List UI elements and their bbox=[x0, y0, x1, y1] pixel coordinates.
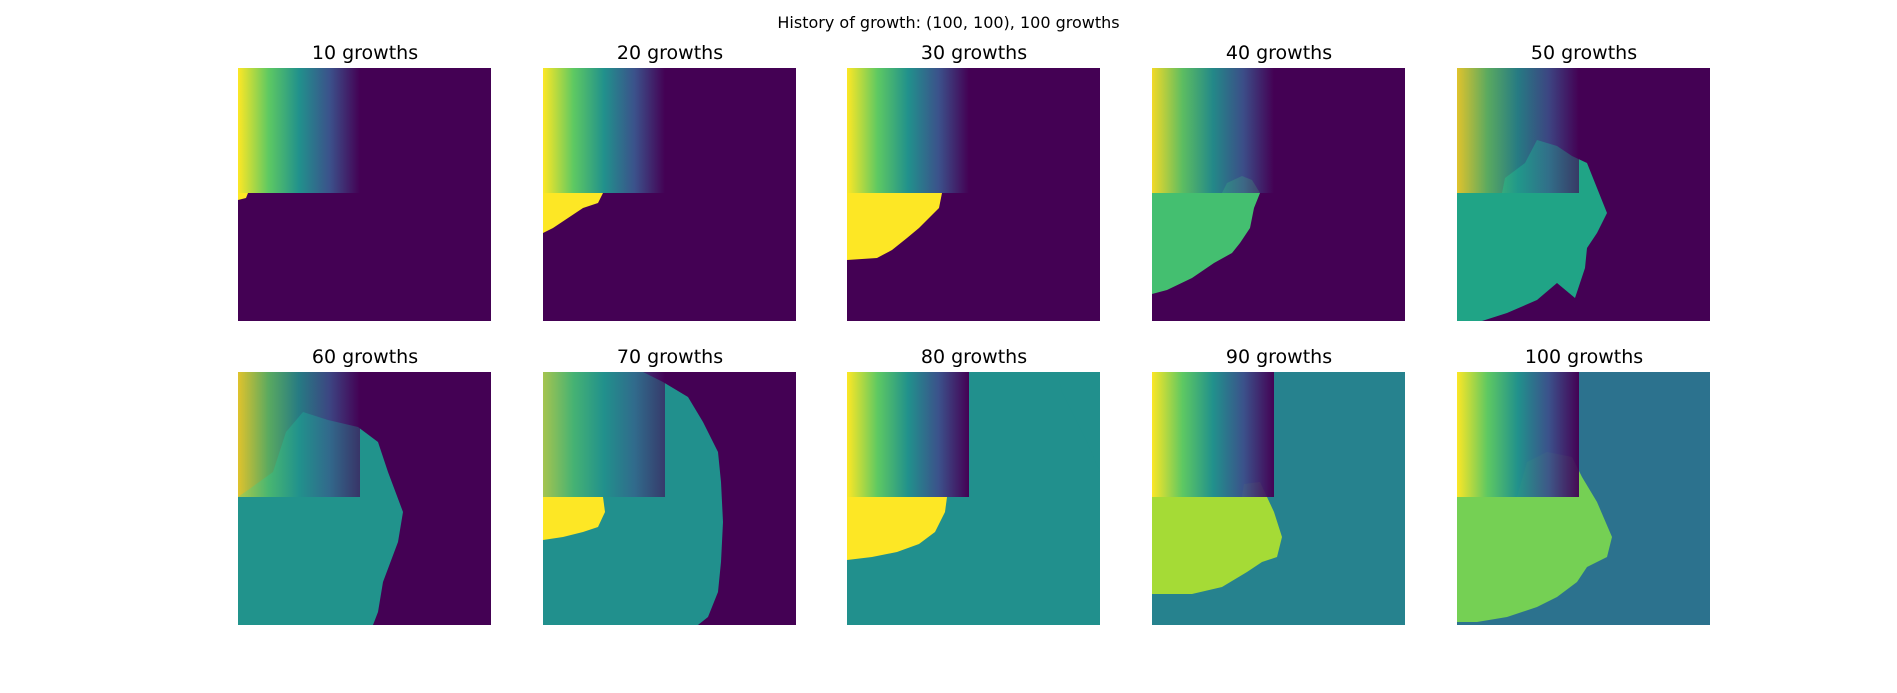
heatmap-panel: 10 growths bbox=[238, 42, 491, 321]
heatmap-image bbox=[1152, 68, 1405, 321]
heatmap-image bbox=[1152, 372, 1405, 625]
figure-title: History of growth: (100, 100), 100 growt… bbox=[777, 13, 1120, 32]
growth-blob bbox=[543, 193, 603, 233]
gradient-overlay bbox=[1152, 372, 1274, 497]
heatmap-panel: 70 growths bbox=[543, 346, 796, 625]
heatmap-panel: 30 growths bbox=[847, 42, 1100, 321]
gradient-band bbox=[847, 68, 969, 193]
panel-title: 50 growths bbox=[1530, 42, 1638, 64]
panel-title: 40 growths bbox=[1225, 42, 1333, 64]
growth-blob bbox=[1152, 176, 1260, 294]
heatmap-image bbox=[238, 68, 491, 321]
gradient-overlay bbox=[543, 372, 665, 497]
growth-blob bbox=[238, 193, 248, 200]
gradient-overlay bbox=[847, 372, 969, 497]
gradient-overlay bbox=[238, 372, 360, 497]
gradient-overlay bbox=[1457, 372, 1579, 497]
heatmap-image bbox=[543, 372, 796, 625]
yellow-region bbox=[543, 497, 605, 540]
heatmap-image bbox=[847, 372, 1100, 625]
heatmap-image bbox=[1457, 372, 1710, 625]
growth-blob bbox=[1152, 482, 1282, 594]
panel-title: 100 growths bbox=[1524, 346, 1644, 368]
heatmap-panel: 50 growths bbox=[1457, 42, 1710, 321]
panel-title: 20 growths bbox=[616, 42, 724, 64]
heatmap-panel: 90 growths bbox=[1152, 346, 1405, 625]
gradient-band bbox=[238, 68, 360, 193]
heatmap-panel: 40 growths bbox=[1152, 42, 1405, 321]
panel-title: 60 growths bbox=[311, 346, 419, 368]
heatmap-image bbox=[1457, 68, 1710, 321]
heatmap-panel: 80 growths bbox=[847, 346, 1100, 625]
yellow-region bbox=[847, 497, 947, 560]
panel-title: 10 growths bbox=[311, 42, 419, 64]
panel-title: 70 growths bbox=[616, 346, 724, 368]
heatmap-panel: 20 growths bbox=[543, 42, 796, 321]
heatmap-image bbox=[543, 68, 796, 321]
gradient-overlay bbox=[1457, 68, 1579, 193]
heatmap-panel: 100 growths bbox=[1457, 346, 1710, 625]
heatmap-image bbox=[238, 372, 491, 625]
gradient-overlay bbox=[1152, 68, 1274, 193]
growth-blob bbox=[847, 193, 942, 260]
panel-title: 80 growths bbox=[920, 346, 1028, 368]
panel-title: 30 growths bbox=[920, 42, 1028, 64]
heatmap-panel: 60 growths bbox=[238, 346, 491, 625]
heatmap-image bbox=[847, 68, 1100, 321]
gradient-band bbox=[543, 68, 665, 193]
panel-title: 90 growths bbox=[1225, 346, 1333, 368]
